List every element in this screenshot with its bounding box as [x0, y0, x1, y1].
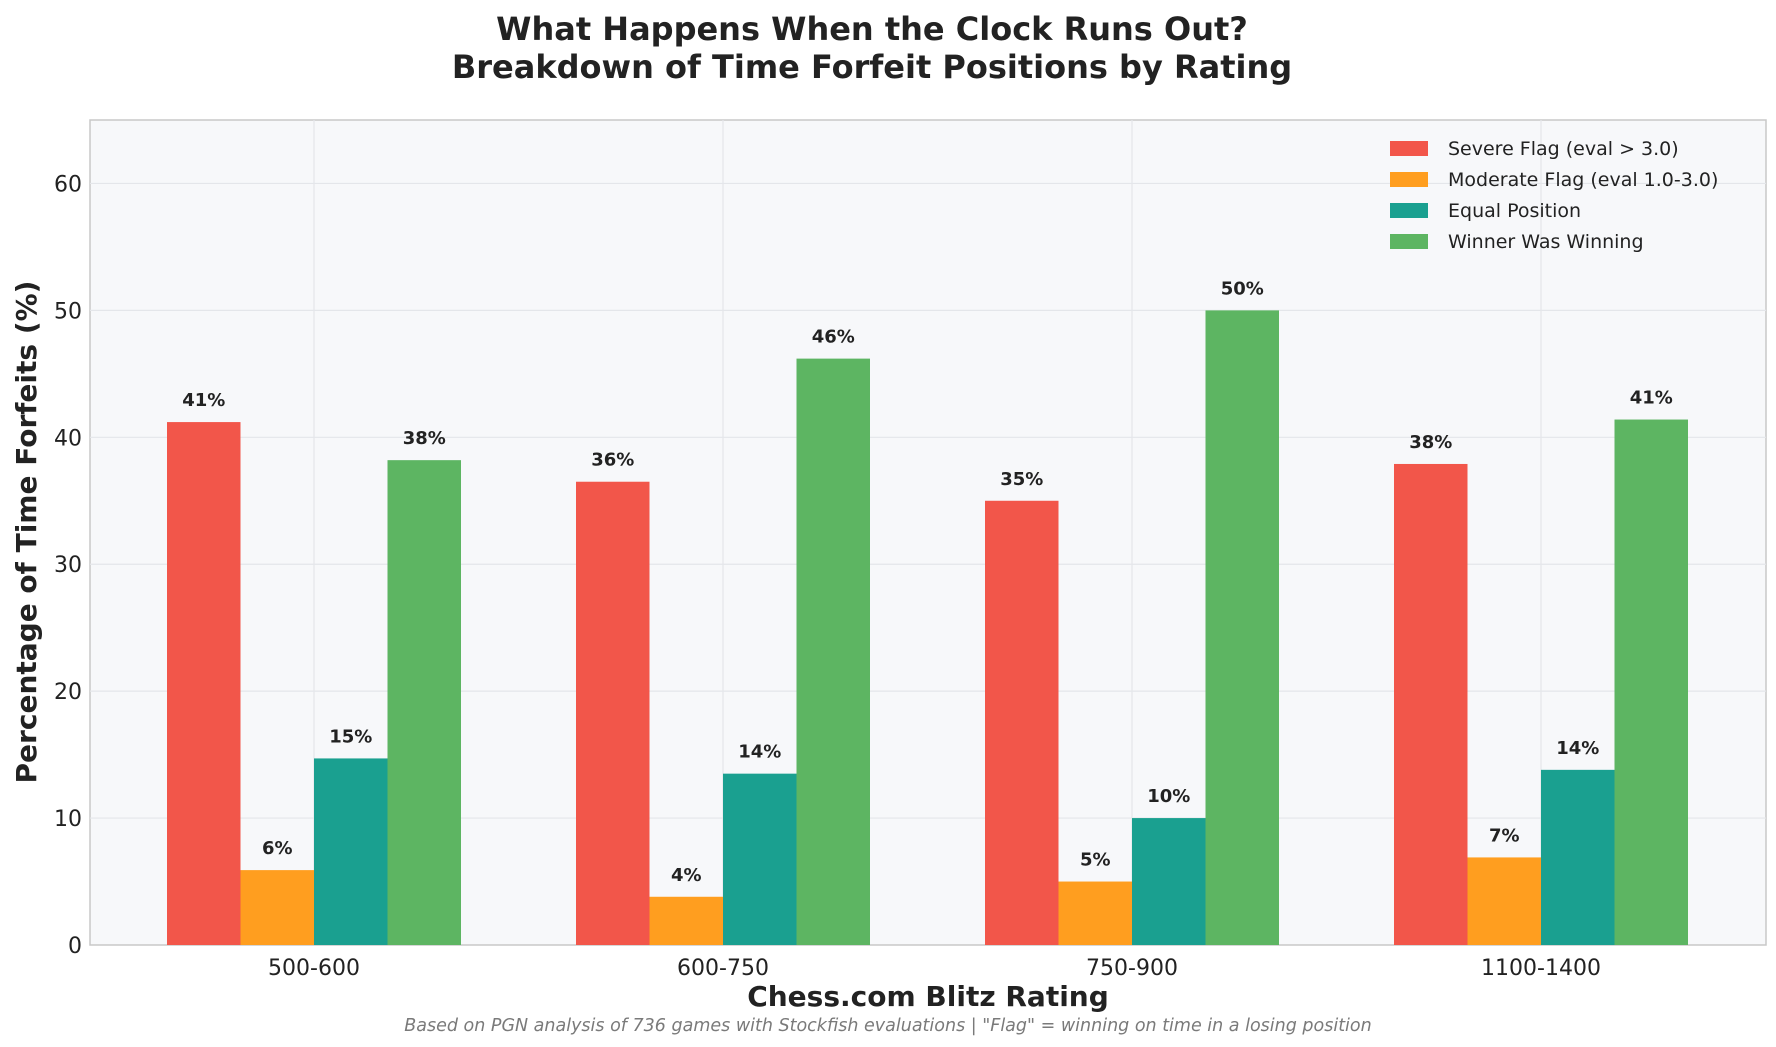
data-label: 10% [1147, 786, 1190, 807]
bar [314, 758, 388, 945]
y-tick-label: 10 [54, 807, 82, 832]
data-label: 7% [1489, 825, 1520, 846]
x-axis-ticks: 500-600 600-750 750-900 1100-1400 [268, 956, 1601, 981]
data-label: 14% [738, 742, 781, 763]
bar [796, 358, 870, 946]
data-label: 6% [262, 838, 293, 859]
data-label: 14% [1556, 738, 1599, 759]
x-tick-label: 500-600 [268, 956, 360, 981]
x-axis-label: Chess.com Blitz Rating [747, 980, 1109, 1013]
data-label: 41% [1630, 388, 1673, 409]
y-tick-label: 40 [54, 426, 82, 451]
legend-label: Moderate Flag (eval 1.0-3.0) [1448, 169, 1718, 191]
legend-swatch [1390, 141, 1428, 156]
legend-swatch [1390, 203, 1428, 218]
data-label: 36% [591, 450, 634, 471]
data-label: 50% [1221, 278, 1264, 299]
bar [649, 896, 723, 945]
bar [1058, 881, 1132, 945]
y-tick-label: 60 [54, 172, 82, 197]
bar [1205, 310, 1279, 945]
bar [240, 870, 314, 945]
data-label: 41% [182, 390, 225, 411]
bar [1541, 769, 1615, 945]
data-label: 4% [671, 865, 702, 886]
data-label: 46% [812, 327, 855, 348]
bars [167, 310, 1688, 946]
bar [1132, 818, 1206, 945]
y-axis-ticks: 0 10 20 30 40 50 60 [54, 172, 82, 959]
legend-label: Equal Position [1448, 200, 1581, 222]
y-tick-label: 0 [68, 934, 82, 959]
legend: Severe Flag (eval > 3.0) Moderate Flag (e… [1390, 138, 1718, 253]
bar [1467, 857, 1541, 945]
data-label: 35% [1000, 469, 1043, 490]
legend-label: Winner Was Winning [1448, 231, 1644, 253]
y-tick-label: 20 [54, 680, 82, 705]
chart-title-line-1: What Happens When the Clock Runs Out? [496, 10, 1248, 48]
x-tick-label: 600-750 [677, 956, 769, 981]
bar [387, 460, 461, 945]
data-label: 5% [1080, 850, 1111, 871]
bar [723, 773, 797, 945]
data-label: 38% [403, 428, 446, 449]
footnote: Based on PGN analysis of 736 games with … [404, 1016, 1371, 1036]
chart-title-line-2: Breakdown of Time Forfeit Positions by R… [452, 48, 1292, 86]
y-tick-label: 30 [54, 553, 82, 578]
legend-label: Severe Flag (eval > 3.0) [1448, 138, 1679, 160]
bar [985, 500, 1059, 945]
data-label: 15% [329, 726, 372, 747]
y-axis-label: Percentage of Time Forfeits (%) [10, 281, 43, 784]
data-label: 38% [1409, 432, 1452, 453]
x-tick-label: 750-900 [1086, 956, 1178, 981]
data-labels: 41% 36% 35% 38% 6% 4% 5% 7% 15% 14% 10% 14% 38% 46% 50… [182, 278, 1673, 885]
bar [167, 422, 241, 946]
legend-swatch [1390, 234, 1428, 249]
y-tick-label: 50 [54, 299, 82, 324]
bar [1614, 419, 1688, 945]
bar [1394, 463, 1468, 945]
x-tick-label: 1100-1400 [1481, 956, 1601, 981]
bar [576, 481, 650, 945]
legend-swatch [1390, 172, 1428, 187]
